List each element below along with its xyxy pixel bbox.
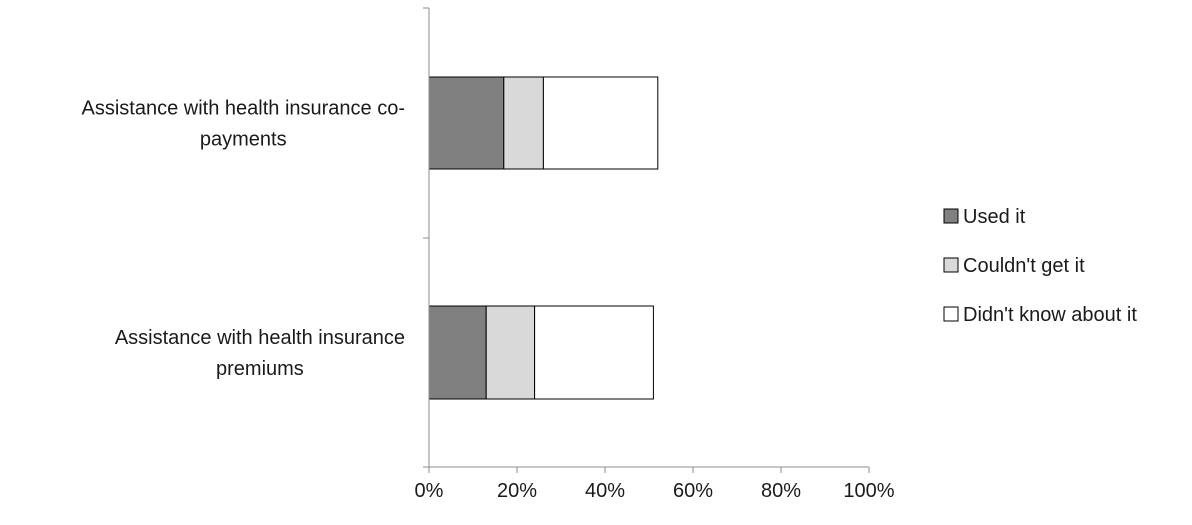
x-tick-label-6: 100%: [843, 480, 894, 502]
bar-segment-2-2: [485, 305, 536, 400]
x-tick-label-4: 60%: [673, 480, 713, 502]
bar-segment-1-1: [428, 76, 505, 170]
category-label-1-line-2: payments: [200, 129, 287, 151]
bar-segment-1-2: [503, 76, 544, 170]
legend-label-3: Didn't know about it: [963, 304, 1137, 326]
category-label-1-line-1: Assistance with health insurance co-: [82, 98, 406, 120]
x-tick-label-5: 80%: [761, 480, 801, 502]
x-tick-label-2: 20%: [497, 480, 537, 502]
legend-swatch-1: [943, 208, 959, 224]
legend-label-2: Couldn't get it: [963, 255, 1085, 277]
legend-swatch-3: [943, 306, 959, 322]
bar-segment-1-3: [542, 76, 659, 170]
x-tick-label-3: 40%: [585, 480, 625, 502]
bar-segment-2-3: [534, 305, 654, 400]
x-tick-label-1: 0%: [415, 480, 444, 502]
category-label-2-line-2: premiums: [216, 358, 304, 380]
legend-swatch-2: [943, 257, 959, 273]
bar-segment-2-1: [428, 305, 487, 400]
legend-label-1: Used it: [963, 206, 1026, 228]
category-label-2-line-1: Assistance with health insurance: [115, 327, 405, 349]
